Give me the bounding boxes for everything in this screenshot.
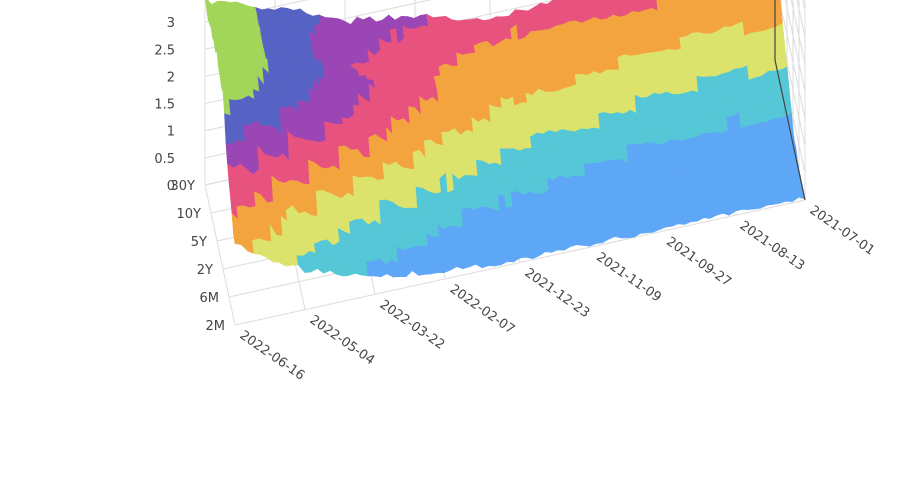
maturity-tick-label: 5Y bbox=[191, 235, 207, 250]
maturity-tick-label: 6M bbox=[200, 291, 220, 306]
date-tick-label: 2022-05-04 bbox=[307, 313, 378, 369]
date-tick-label: 2021-09-27 bbox=[663, 234, 734, 290]
date-tick-label: 2021-11-09 bbox=[593, 250, 664, 306]
maturity-tick-label: 30Y bbox=[171, 179, 196, 194]
surface-cell bbox=[579, 0, 587, 7]
surface-cell bbox=[656, 0, 665, 12]
z-tick-label: 1 bbox=[167, 125, 175, 140]
surface-cell bbox=[682, 0, 690, 5]
surface-layer bbox=[205, 0, 806, 278]
z-tick-label: 2.5 bbox=[154, 43, 175, 58]
surface-cell bbox=[777, 37, 786, 55]
date-tick-label: 2022-03-22 bbox=[377, 297, 448, 353]
date-tick-label: 2022-06-16 bbox=[237, 328, 308, 384]
maturity-tick-label: 2Y bbox=[197, 263, 213, 278]
wall-grid-line bbox=[204, 0, 309, 23]
z-tick-label: 0 bbox=[167, 179, 175, 194]
maturity-tick-label: 2M bbox=[206, 319, 226, 334]
date-tick-label: 2021-07-01 bbox=[807, 203, 878, 259]
floor-grid-line bbox=[234, 199, 806, 326]
wall-grid-line bbox=[790, 0, 806, 65]
z-tick-label: 1.5 bbox=[154, 98, 175, 113]
wall-grid-line bbox=[784, 0, 806, 92]
z-tick-label: 2 bbox=[167, 70, 175, 85]
maturity-tick-label: 10Y bbox=[177, 207, 202, 222]
wall-grid-line bbox=[796, 0, 806, 38]
date-tick-label: 2021-08-13 bbox=[737, 218, 808, 274]
axis-layer bbox=[774, 0, 806, 201]
surface-cell bbox=[669, 0, 678, 9]
z-tick-label: 3.5 bbox=[154, 0, 175, 4]
date-tick-label: 2022-02-07 bbox=[447, 282, 518, 338]
corner-axis-line bbox=[774, 59, 806, 201]
floor-grid-line bbox=[204, 184, 236, 326]
date-tick-label: 2021-12-23 bbox=[522, 265, 593, 321]
surface-cell bbox=[598, 0, 606, 5]
z-tick-label: 3 bbox=[167, 16, 175, 31]
z-tick-label: 0.5 bbox=[154, 152, 175, 167]
